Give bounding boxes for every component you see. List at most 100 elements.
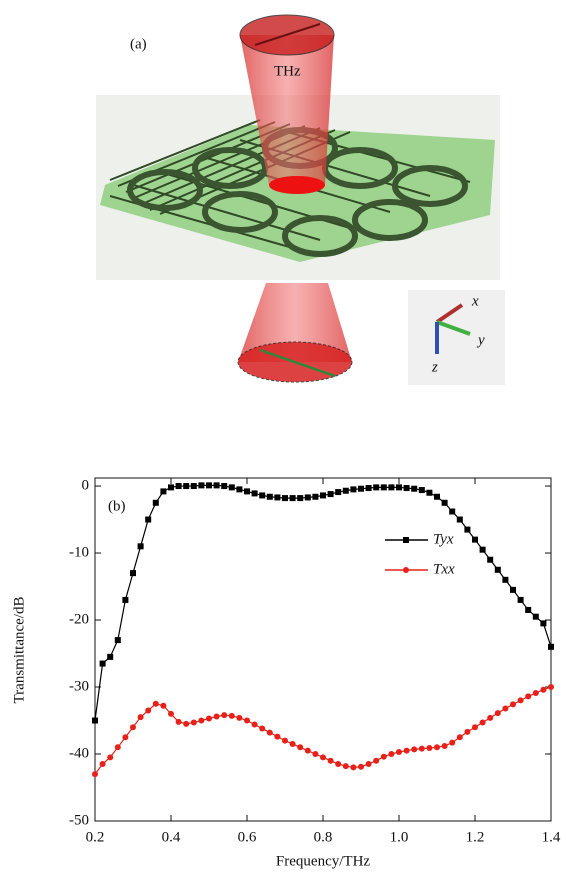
marker — [548, 684, 554, 691]
marker — [266, 729, 273, 736]
marker — [266, 493, 273, 500]
marker — [434, 744, 440, 751]
axis-label: x — [471, 293, 479, 309]
marker — [327, 491, 334, 498]
marker — [342, 487, 349, 494]
marker — [244, 717, 250, 724]
marker — [297, 744, 304, 751]
marker — [464, 728, 471, 735]
marker — [487, 556, 494, 563]
marker — [517, 697, 524, 704]
marker — [244, 488, 250, 495]
polarization-arrow — [254, 23, 321, 46]
marker — [335, 489, 342, 496]
x-tick-label: 0.2 — [86, 829, 105, 845]
marker — [206, 482, 212, 489]
marker — [494, 710, 501, 717]
marker — [251, 721, 258, 728]
beam-label: THz — [274, 63, 301, 79]
marker — [289, 495, 296, 502]
marker — [92, 771, 98, 778]
marker — [335, 761, 342, 768]
marker — [373, 757, 380, 764]
marker — [145, 516, 152, 523]
marker — [137, 543, 144, 550]
axes-box — [408, 290, 505, 385]
marker — [320, 754, 326, 761]
marker — [107, 754, 114, 761]
incident-beam — [240, 35, 334, 185]
marker — [213, 482, 220, 489]
marker — [206, 715, 212, 722]
marker — [342, 763, 349, 770]
axis-label: z — [431, 359, 438, 375]
marker — [297, 495, 304, 502]
marker — [441, 499, 448, 506]
marker — [99, 660, 106, 667]
polarization-arrow — [259, 348, 336, 378]
marker — [114, 637, 121, 644]
marker — [502, 705, 509, 712]
marker — [418, 487, 425, 494]
marker — [114, 744, 121, 751]
marker — [221, 483, 228, 490]
marker — [160, 702, 167, 709]
marker — [259, 492, 266, 499]
marker — [449, 508, 456, 515]
y-axis-arrow — [436, 320, 471, 336]
panel-label: (b) — [108, 498, 126, 514]
marker — [396, 484, 402, 491]
marker — [418, 745, 425, 752]
marker — [130, 570, 136, 577]
marker — [426, 744, 433, 751]
plot-frame — [94, 477, 552, 822]
marker — [411, 746, 418, 753]
marker — [92, 717, 98, 724]
marker — [365, 761, 372, 768]
marker — [190, 483, 197, 490]
y-tick-label: -40 — [69, 745, 89, 761]
marker — [517, 596, 524, 603]
marker — [259, 725, 266, 732]
marker — [456, 734, 463, 741]
marker — [525, 606, 532, 613]
marker — [190, 719, 197, 726]
marker — [282, 737, 288, 744]
x-tick-label: 1.0 — [390, 829, 409, 845]
marker — [228, 484, 235, 491]
x-tick-label: 1.2 — [466, 829, 485, 845]
legend-label: Txx — [433, 561, 455, 577]
marker — [350, 764, 357, 771]
marker — [525, 693, 532, 700]
marker — [152, 700, 159, 707]
marker — [168, 710, 174, 717]
y-axis-label: Transmittance/dB — [11, 597, 27, 704]
y-tick-label: -10 — [69, 544, 89, 560]
marker — [449, 739, 456, 746]
x-axis-arrow — [435, 303, 464, 324]
marker — [175, 718, 182, 725]
marker — [282, 495, 288, 502]
x-tick-label: 0.6 — [238, 829, 257, 845]
marker — [373, 484, 380, 491]
marker — [99, 761, 106, 768]
y-tick-label: -50 — [69, 812, 89, 828]
marker — [358, 485, 364, 492]
marker — [358, 763, 364, 770]
marker — [487, 714, 494, 721]
panel-label: (a) — [130, 36, 147, 52]
legend-marker — [403, 537, 409, 543]
marker — [122, 734, 129, 741]
marker — [540, 686, 547, 693]
marker — [426, 489, 433, 496]
marker — [251, 490, 258, 497]
marker — [221, 712, 228, 719]
marker — [236, 486, 243, 493]
marker — [479, 719, 486, 726]
diagram: (a) THz x y z — [96, 14, 505, 385]
marker — [327, 757, 334, 764]
marker — [213, 713, 220, 720]
marker — [183, 720, 190, 727]
